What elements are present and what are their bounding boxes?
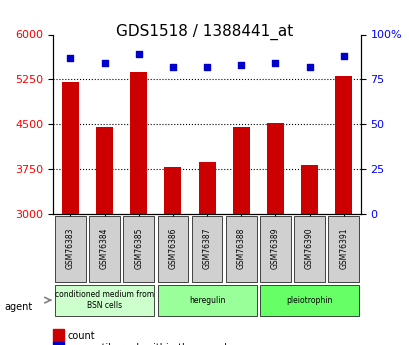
FancyBboxPatch shape: [89, 216, 120, 282]
Point: [203, 64, 210, 70]
Text: GSM76383: GSM76383: [66, 228, 75, 269]
Text: agent: agent: [4, 302, 32, 312]
Point: [101, 60, 108, 66]
Bar: [334, 76, 351, 214]
FancyBboxPatch shape: [294, 216, 324, 282]
Bar: [232, 127, 249, 214]
Text: GSM76391: GSM76391: [338, 228, 347, 269]
Bar: [198, 162, 215, 214]
Bar: [266, 123, 283, 214]
Bar: [62, 82, 79, 214]
Text: percentile rank within the sample: percentile rank within the sample: [67, 343, 232, 345]
Point: [67, 55, 74, 61]
FancyBboxPatch shape: [259, 285, 358, 316]
Text: GSM76388: GSM76388: [236, 228, 245, 269]
Text: heregulin: heregulin: [189, 296, 225, 305]
Point: [169, 64, 176, 70]
Text: GSM76387: GSM76387: [202, 228, 211, 269]
Text: GSM76384: GSM76384: [100, 228, 109, 269]
FancyBboxPatch shape: [55, 285, 154, 316]
Point: [272, 60, 278, 66]
Bar: [96, 127, 113, 214]
Bar: [164, 167, 181, 214]
FancyBboxPatch shape: [123, 216, 154, 282]
FancyBboxPatch shape: [225, 216, 256, 282]
Point: [306, 64, 312, 70]
Text: GSM76386: GSM76386: [168, 228, 177, 269]
Bar: [130, 71, 147, 214]
Point: [135, 51, 142, 57]
FancyBboxPatch shape: [259, 216, 290, 282]
FancyBboxPatch shape: [328, 216, 358, 282]
Text: conditioned medium from
BSN cells: conditioned medium from BSN cells: [55, 290, 154, 310]
Text: pleiotrophin: pleiotrophin: [285, 296, 332, 305]
FancyBboxPatch shape: [191, 216, 222, 282]
Text: GSM76389: GSM76389: [270, 228, 279, 269]
FancyBboxPatch shape: [157, 216, 188, 282]
FancyBboxPatch shape: [157, 285, 256, 316]
Text: count: count: [67, 331, 95, 341]
Point: [339, 53, 346, 59]
Text: GDS1518 / 1388441_at: GDS1518 / 1388441_at: [116, 24, 293, 40]
Text: GSM76390: GSM76390: [304, 228, 313, 269]
Text: GSM76385: GSM76385: [134, 228, 143, 269]
Point: [237, 62, 244, 68]
Bar: [300, 165, 317, 214]
FancyBboxPatch shape: [55, 216, 85, 282]
